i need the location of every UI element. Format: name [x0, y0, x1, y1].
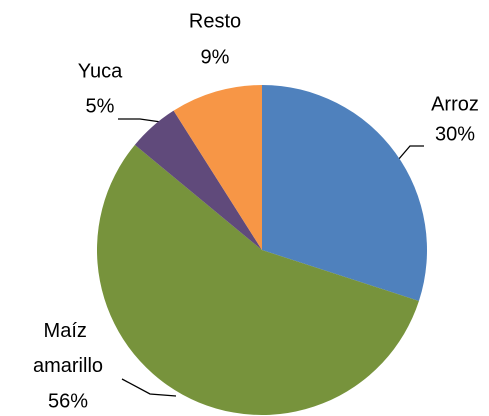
category-label: Arroz: [431, 93, 479, 115]
label-line: Maíz: [44, 320, 93, 342]
pie-slice: [134, 110, 262, 251]
value-label: 9%: [201, 46, 230, 68]
category-label: Maíz amarillo: [33, 320, 103, 377]
leader-line: [118, 118, 162, 123]
category-label: Yuca: [78, 60, 123, 82]
leader-line: [121, 378, 177, 397]
value-label: 56%: [48, 390, 88, 412]
label-line: amarillo: [33, 355, 103, 377]
value-label: 5%: [86, 95, 115, 117]
category-label: Resto: [189, 10, 241, 32]
pie-slice: [173, 85, 262, 250]
leader-line: [397, 145, 424, 161]
value-label: 30%: [435, 123, 475, 145]
pie-slice: [96, 144, 419, 415]
pie-slice: [262, 85, 427, 301]
